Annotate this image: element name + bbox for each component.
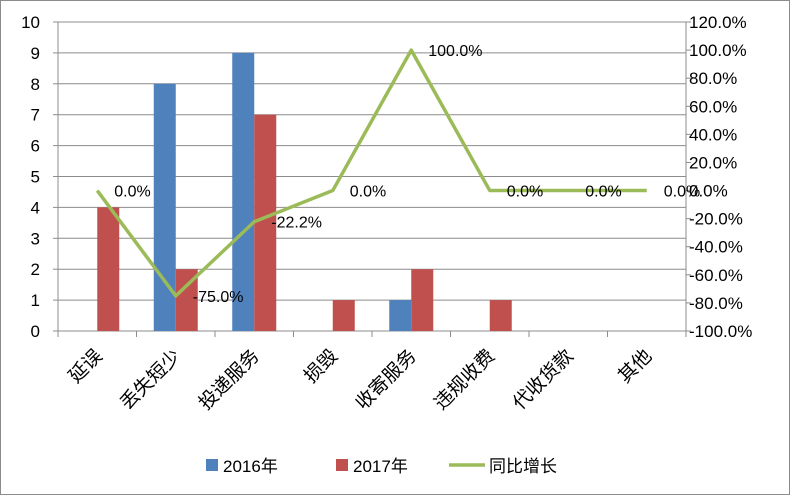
right-axis-tick-label: -60.0% (689, 266, 743, 285)
bar-2017年-收寄服务 (411, 269, 434, 331)
right-axis-tick-label: 20.0% (689, 153, 737, 172)
legend-label: 2016年 (223, 457, 278, 476)
growth-data-label: 0.0% (585, 184, 621, 201)
category-label: 延误 (64, 345, 106, 387)
growth-data-label: 100.0% (428, 43, 482, 60)
right-axis-tick-label: -80.0% (689, 294, 743, 313)
category-label: 丢失短少 (116, 345, 185, 414)
left-axis-tick-label: 4 (31, 198, 40, 217)
right-axis-tick-label: 60.0% (689, 97, 737, 116)
growth-data-label: -22.2% (271, 215, 322, 232)
category-label: 损毁 (300, 345, 342, 387)
growth-data-label: 0.0% (507, 184, 543, 201)
legend-label: 同比增长 (489, 457, 557, 476)
right-axis-tick-label: -100.0% (689, 322, 752, 341)
bar-2017年-丢失短少 (175, 269, 198, 331)
left-axis-tick-label: 3 (31, 229, 40, 248)
left-axis-tick-label: 10 (21, 13, 40, 32)
left-axis-tick-label: 9 (31, 44, 40, 63)
growth-data-label: 0.0% (350, 184, 386, 201)
growth-data-label: 0.0% (114, 184, 150, 201)
category-label: 其他 (614, 345, 656, 387)
legend-label: 2017年 (353, 457, 408, 476)
category-label: 收寄服务 (351, 345, 420, 414)
bar-2017年-延误 (97, 207, 120, 331)
left-axis-tick-label: 6 (31, 137, 40, 156)
growth-line (95, 48, 647, 298)
bar-2016年-收寄服务 (389, 300, 412, 331)
left-axis-tick-label: 1 (31, 291, 40, 310)
category-label: 代收货款 (508, 345, 577, 414)
left-axis-tick-label: 0 (31, 322, 40, 341)
growth-data-label: -75.0% (193, 289, 244, 306)
left-axis-tick-label: 8 (31, 75, 40, 94)
bar-2017年-投递服务 (254, 114, 277, 331)
left-axis-tick-label: 5 (31, 168, 40, 187)
right-axis-tick-label: 80.0% (689, 69, 737, 88)
right-axis-tick-label: 0.0% (689, 182, 728, 201)
right-axis-tick-label: 100.0% (689, 41, 747, 60)
left-axis-tick-label: 2 (31, 260, 40, 279)
growth-data-label: 0.0% (664, 184, 700, 201)
left-axis-tick-label: 7 (31, 106, 40, 125)
bar-2017年-违规收费 (489, 300, 512, 331)
legend-swatch-2016年 (206, 459, 218, 471)
right-axis-tick-label: 40.0% (689, 125, 737, 144)
bar-2016年-投递服务 (232, 52, 255, 332)
right-axis-tick-label: 120.0% (689, 13, 747, 32)
bar-2017年-损毁 (332, 300, 355, 331)
right-axis-tick-label: -40.0% (689, 238, 743, 257)
legend-swatch-2017年 (336, 459, 348, 471)
category-label: 违规收费 (430, 345, 499, 414)
bar-2016年-丢失短少 (153, 83, 176, 331)
right-axis-tick-label: -20.0% (689, 210, 743, 229)
category-label: 投递服务 (194, 345, 263, 414)
